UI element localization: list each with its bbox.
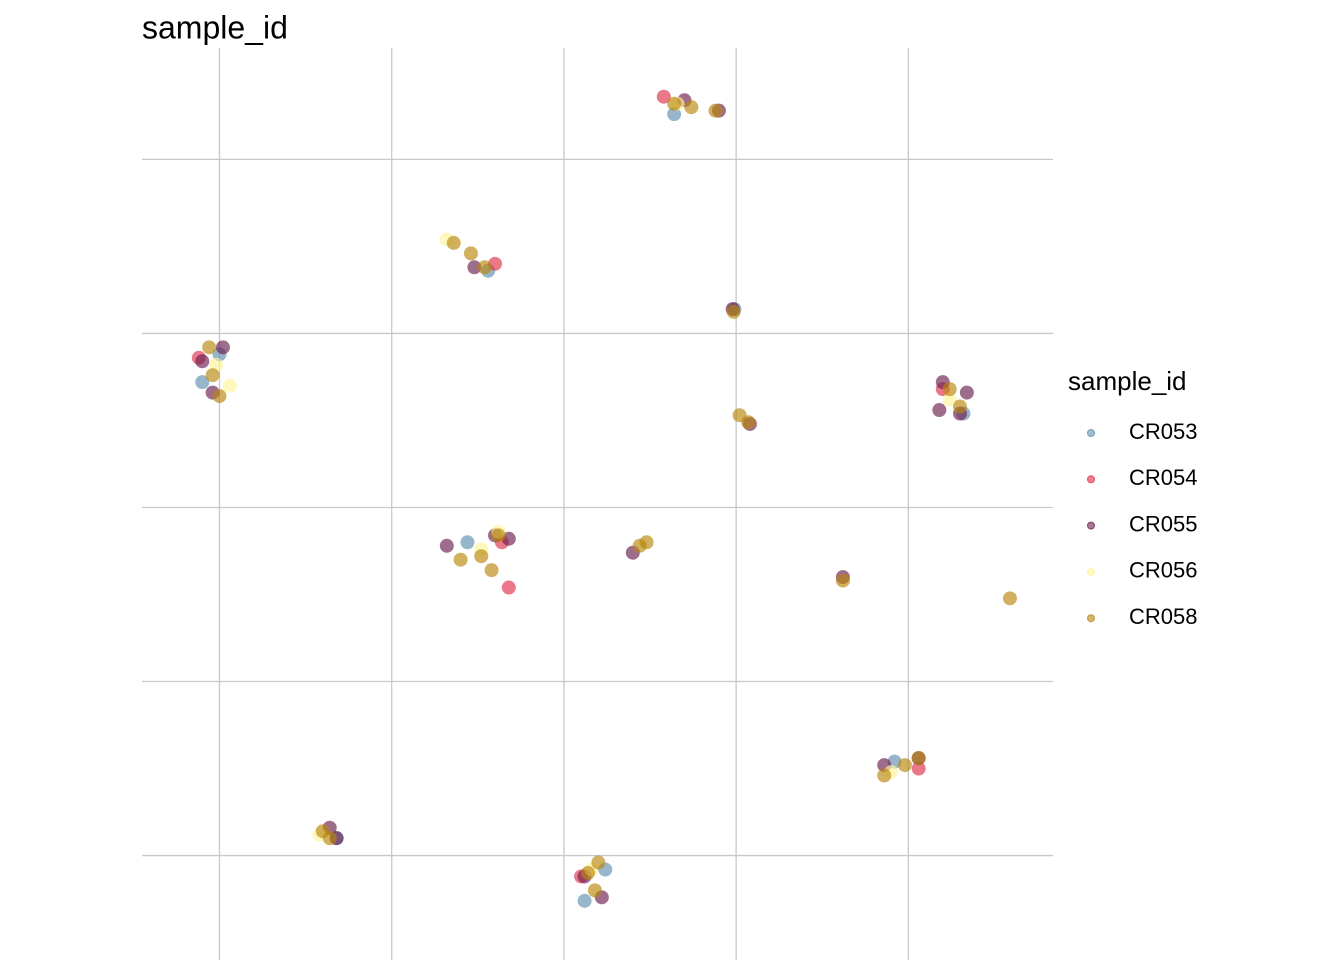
point (195, 354, 210, 369)
legend-label: CR056 (1129, 558, 1197, 583)
point (897, 758, 912, 773)
legend-key (1087, 567, 1095, 576)
legend-key (1087, 614, 1095, 623)
point (501, 580, 516, 595)
point (587, 883, 602, 898)
point (212, 389, 227, 404)
point (684, 100, 699, 115)
legend-key (1087, 429, 1095, 437)
point (453, 552, 468, 567)
point (195, 375, 210, 390)
point (639, 535, 654, 550)
point (656, 89, 671, 104)
legend-label: CR055 (1129, 511, 1197, 536)
point (474, 549, 489, 564)
point (726, 304, 741, 319)
point (491, 528, 506, 543)
point (484, 563, 499, 578)
chart-title: sample_id (142, 9, 288, 45)
legend-label: CR058 (1129, 604, 1197, 629)
point (477, 260, 492, 275)
point (581, 865, 596, 880)
point (439, 538, 454, 553)
point (467, 260, 482, 275)
point (446, 235, 461, 250)
point (741, 415, 756, 430)
point (942, 382, 957, 397)
legend-label: CR054 (1129, 465, 1197, 490)
point (202, 340, 217, 355)
point (1002, 591, 1017, 606)
point (460, 535, 475, 550)
point (911, 761, 926, 776)
point (205, 368, 220, 383)
legend-key (1087, 475, 1095, 484)
point (667, 96, 682, 111)
point (215, 340, 230, 355)
legend-key (1087, 521, 1095, 530)
point (877, 768, 892, 783)
point (942, 392, 957, 407)
legend-title: sample_id (1068, 366, 1187, 396)
legend-label: CR053 (1129, 419, 1197, 444)
point (577, 893, 592, 908)
point (708, 103, 723, 118)
point (222, 378, 237, 393)
point (911, 751, 926, 766)
point (591, 855, 606, 870)
point (322, 831, 337, 846)
point (953, 399, 968, 414)
point (835, 573, 850, 588)
point (959, 385, 974, 400)
point (463, 246, 478, 261)
point (932, 403, 947, 418)
